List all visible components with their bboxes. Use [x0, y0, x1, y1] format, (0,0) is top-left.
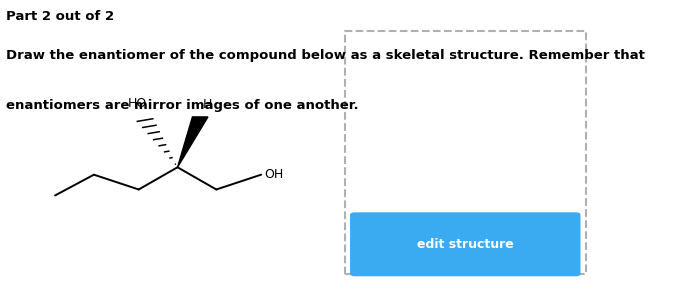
Text: Draw the enantiomer of the compound below as a skeletal structure. Remember that: Draw the enantiomer of the compound belo…	[6, 49, 645, 62]
Text: edit structure: edit structure	[417, 238, 514, 251]
Text: HO: HO	[127, 97, 146, 109]
Polygon shape	[178, 117, 208, 167]
Bar	[344, 31, 587, 274]
Text: Part 2 out of 2: Part 2 out of 2	[6, 10, 113, 23]
Text: enantiomers are mirror images of one another.: enantiomers are mirror images of one ano…	[6, 99, 358, 112]
Text: OH: OH	[264, 168, 284, 181]
Text: H: H	[203, 98, 212, 111]
FancyBboxPatch shape	[350, 212, 580, 276]
